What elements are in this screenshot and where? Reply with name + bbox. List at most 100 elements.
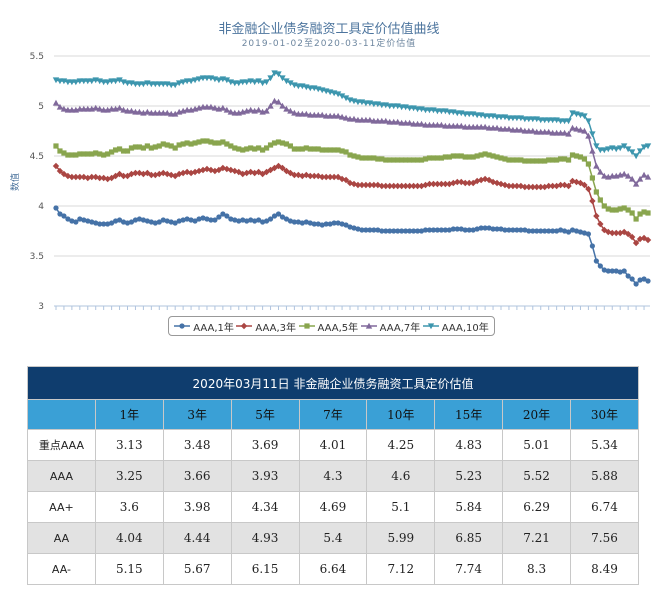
data-point[interactable] [105,151,111,157]
series-2[interactable] [52,162,652,247]
data-point[interactable] [498,155,504,161]
data-point[interactable] [573,153,580,159]
data-point[interactable] [585,231,592,237]
data-point[interactable] [291,219,297,225]
data-point[interactable] [335,220,341,226]
data-point[interactable] [65,216,71,222]
data-point[interactable] [379,228,385,234]
data-point[interactable] [497,180,505,188]
data-point[interactable] [256,217,262,223]
data-point[interactable] [338,93,346,100]
data-point[interactable] [391,157,397,163]
data-point[interactable] [271,140,278,146]
data-point[interactable] [644,236,652,244]
data-point[interactable] [232,217,238,223]
data-point[interactable] [629,276,635,282]
data-point[interactable] [632,153,640,160]
data-point[interactable] [422,156,429,162]
data-point[interactable] [92,104,99,111]
data-point[interactable] [529,127,536,134]
data-point[interactable] [482,225,488,231]
data-point[interactable] [383,228,389,234]
legend-item[interactable]: AAA,3年 [236,319,296,334]
data-point[interactable] [89,219,95,225]
data-point[interactable] [215,77,223,84]
data-point[interactable] [235,80,242,87]
data-point[interactable] [187,78,195,85]
data-point[interactable] [537,183,544,191]
data-point[interactable] [621,205,627,211]
data-point[interactable] [554,228,560,234]
data-point[interactable] [232,145,238,151]
data-point[interactable] [243,169,250,177]
data-point[interactable] [291,109,298,116]
data-point[interactable] [581,113,588,120]
data-point[interactable] [506,157,512,163]
data-point[interactable] [160,217,166,223]
data-point[interactable] [371,227,377,233]
data-point[interactable] [136,169,143,177]
data-point[interactable] [418,228,425,234]
data-point[interactable] [545,128,552,135]
legend-item[interactable]: AAA,1年 [174,319,234,334]
data-point[interactable] [120,172,127,180]
data-point[interactable] [620,143,628,150]
data-point[interactable] [338,113,346,120]
data-point[interactable] [383,157,389,163]
data-point[interactable] [481,123,489,130]
data-point[interactable] [402,182,409,190]
data-point[interactable] [406,119,413,126]
data-point[interactable] [577,126,584,133]
data-point[interactable] [208,139,214,145]
data-point[interactable] [335,147,341,153]
data-point[interactable] [426,155,433,161]
data-point[interactable] [176,142,182,148]
data-point[interactable] [569,227,576,233]
data-point[interactable] [148,219,154,225]
data-point[interactable] [625,273,631,279]
data-point[interactable] [581,156,588,162]
data-point[interactable] [597,197,603,203]
data-point[interactable] [533,183,540,191]
data-point[interactable] [538,158,544,164]
data-point[interactable] [601,267,607,273]
data-point[interactable] [561,156,568,162]
data-point[interactable] [625,207,631,213]
data-point[interactable] [601,226,608,234]
data-point[interactable] [466,227,472,233]
data-point[interactable] [355,226,361,232]
data-point[interactable] [387,157,393,163]
data-point[interactable] [482,151,488,157]
data-point[interactable] [454,226,460,232]
data-point[interactable] [351,225,357,231]
data-point[interactable] [88,78,95,85]
data-point[interactable] [458,226,464,232]
data-point[interactable] [485,176,493,184]
data-point[interactable] [211,104,219,111]
data-point[interactable] [550,157,556,163]
data-point[interactable] [215,166,223,174]
data-point[interactable] [561,181,568,189]
data-point[interactable] [56,103,64,110]
data-point[interactable] [109,220,115,226]
data-point[interactable] [101,221,107,227]
data-point[interactable] [513,182,521,190]
data-point[interactable] [196,216,202,222]
data-point[interactable] [287,143,294,149]
data-point[interactable] [390,182,397,190]
data-point[interactable] [399,157,405,163]
data-point[interactable] [542,228,548,234]
data-point[interactable] [430,155,437,161]
data-point[interactable] [96,105,103,112]
data-point[interactable] [410,182,417,190]
data-point[interactable] [224,213,230,219]
data-point[interactable] [546,157,552,163]
data-point[interactable] [374,181,382,189]
data-point[interactable] [458,178,465,186]
data-point[interactable] [303,145,309,151]
data-point[interactable] [382,117,389,124]
data-point[interactable] [192,140,198,146]
data-point[interactable] [450,226,456,232]
data-point[interactable] [494,226,500,232]
data-point[interactable] [565,118,572,125]
